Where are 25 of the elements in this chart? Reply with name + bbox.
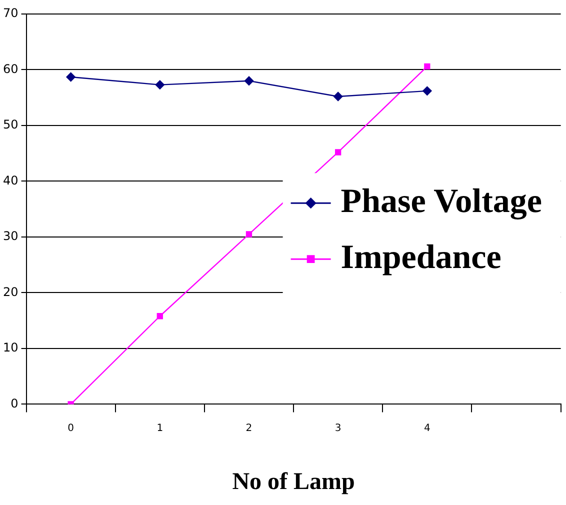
y-tick-label: 10 xyxy=(2,340,18,355)
point xyxy=(333,92,343,102)
y-tick-label: 20 xyxy=(2,284,18,299)
x-tick-label: 2 xyxy=(246,422,252,434)
point xyxy=(335,149,342,156)
x-tick-label: 1 xyxy=(156,422,164,434)
y-tick-label: 50 xyxy=(2,118,18,132)
point xyxy=(244,76,254,86)
y-tick-label: 60 xyxy=(2,62,18,76)
y-tick-label: 30 xyxy=(2,229,18,244)
point xyxy=(422,86,432,96)
x-tick-label: 0 xyxy=(68,422,74,434)
point xyxy=(66,72,76,82)
y-tick-label: 40 xyxy=(2,173,18,188)
point xyxy=(246,231,252,238)
x-tick-label: 4 xyxy=(424,422,430,434)
y-tick-label: 0 xyxy=(10,396,18,410)
point xyxy=(424,63,430,70)
y-tick-label: 70 xyxy=(2,6,18,20)
x-axis-title: No of Lamp xyxy=(232,468,355,495)
x-tick-label: 3 xyxy=(334,422,342,434)
point xyxy=(156,313,163,320)
point xyxy=(155,80,164,90)
legend-label: Impedance xyxy=(340,238,502,276)
legend-label: Phase Voltage xyxy=(340,182,542,220)
